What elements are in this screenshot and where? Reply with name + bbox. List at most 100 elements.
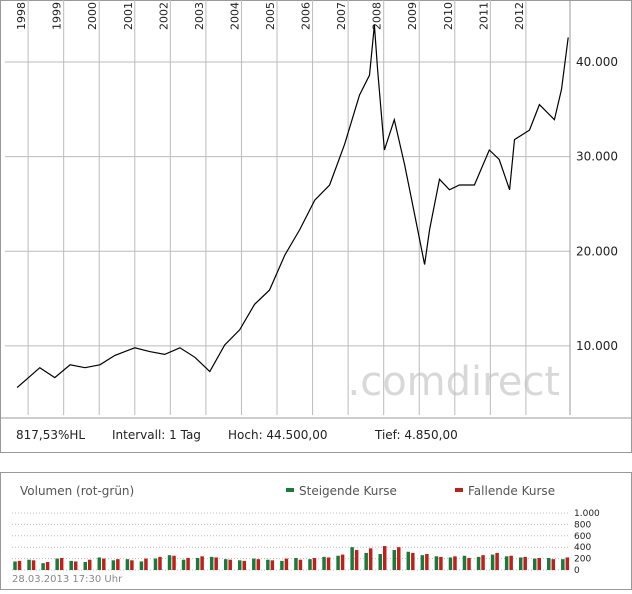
volume-bar	[336, 555, 340, 570]
price-line	[16, 25, 569, 389]
y-tick-label: 40.000	[576, 55, 618, 69]
volume-bar	[45, 562, 50, 570]
x-tick-label: 2006	[300, 2, 313, 30]
volume-bar	[354, 550, 359, 570]
x-tick-label: 2009	[406, 2, 419, 30]
volume-bar	[537, 558, 541, 570]
x-tick-label: 2001	[122, 2, 135, 30]
info-text: Hoch: 44.500,00	[228, 428, 328, 442]
volume-bar	[308, 559, 312, 570]
volume-bar	[565, 557, 570, 570]
volume-bar	[312, 558, 317, 570]
volume-bar	[17, 560, 22, 570]
volume-bar	[41, 563, 45, 570]
volume-bar	[130, 560, 134, 570]
volume-bar	[439, 556, 443, 570]
volume-bar	[462, 555, 467, 570]
x-tick-label: 2005	[264, 2, 277, 30]
legend-swatch	[286, 488, 294, 492]
volume-bar	[97, 557, 102, 570]
volume-bar	[322, 556, 326, 570]
volume-bar	[88, 559, 92, 570]
volume-bar	[340, 554, 345, 570]
volume-bar	[139, 561, 144, 570]
volume-bar	[448, 557, 453, 570]
volume-bar	[509, 555, 513, 570]
y-tick-label: 800	[574, 520, 591, 530]
x-tick-label: 2000	[86, 2, 99, 30]
volume-bar	[144, 558, 148, 570]
volume-bar	[532, 558, 537, 570]
legend-label: Fallende Kurse	[468, 484, 555, 498]
volume-bar	[102, 558, 106, 570]
volume-bar	[434, 556, 439, 570]
y-tick-label: 30.000	[576, 150, 618, 164]
volume-bar	[31, 560, 36, 570]
volume-bar	[547, 558, 551, 570]
volume-bar	[411, 552, 415, 570]
volume-bar	[186, 558, 190, 570]
volume-bar	[13, 561, 17, 570]
x-tick-label: 2004	[228, 2, 241, 30]
volume-bar	[116, 559, 120, 570]
volume-bar	[181, 559, 186, 570]
volume-bar	[59, 558, 64, 570]
info-text: 817,53%HL	[16, 428, 85, 442]
y-tick-label: 10.000	[576, 339, 618, 353]
volume-bar	[326, 557, 331, 570]
x-tick-label: 2011	[477, 2, 490, 30]
volume-bar	[518, 557, 523, 570]
volume-bar	[242, 560, 247, 570]
volume-bar	[209, 556, 214, 570]
volume-bar	[397, 547, 401, 570]
volume-bar	[425, 554, 429, 570]
x-tick-label: 2007	[335, 2, 348, 30]
volume-bar	[453, 556, 457, 570]
volume-bar	[270, 560, 275, 570]
watermark: .comdirect	[348, 359, 561, 405]
volume-bar	[476, 556, 481, 570]
x-tick-label: 1998	[15, 2, 28, 30]
volume-title: Volumen (rot-grün)	[20, 484, 134, 498]
volume-bar	[504, 556, 509, 570]
x-tick-label: 1999	[51, 2, 64, 30]
volume-bar	[350, 547, 354, 570]
volume-bar	[523, 556, 527, 570]
volume-bar	[27, 559, 31, 570]
volume-bar	[298, 559, 303, 570]
volume-bar	[252, 558, 256, 570]
x-tick-label: 2003	[193, 2, 206, 30]
y-tick-label: 200	[574, 555, 591, 565]
y-tick-label: 0	[574, 566, 580, 576]
volume-bar	[195, 558, 200, 570]
volume-bar	[551, 559, 556, 570]
y-tick-label: 1.000	[574, 509, 600, 519]
volume-bar	[83, 562, 88, 570]
x-tick-label: 2008	[371, 2, 384, 30]
x-tick-label: 2010	[442, 2, 455, 30]
timestamp: 28.03.2013 17:30 Uhr	[12, 574, 123, 585]
volume-bar	[420, 555, 425, 570]
volume-bar	[382, 546, 387, 570]
x-tick-label: 2012	[513, 2, 526, 30]
volume-bar	[223, 559, 228, 570]
volume-bar	[490, 554, 495, 570]
volume-bar	[200, 556, 204, 570]
volume-bar	[495, 552, 499, 570]
volume-bar	[280, 560, 284, 570]
volume-bar	[214, 557, 218, 570]
volume-bar	[167, 555, 172, 570]
volume-bar	[392, 550, 397, 570]
volume-bar	[172, 555, 176, 570]
volume-bar	[406, 551, 411, 570]
volume-bar	[228, 559, 232, 570]
volume-bar	[158, 556, 162, 570]
volume-bar	[467, 558, 471, 570]
legend-swatch	[455, 488, 463, 492]
volume-bar	[378, 554, 382, 570]
y-tick-label: 20.000	[576, 244, 618, 258]
volume-bar	[266, 559, 270, 570]
volume-bar	[256, 559, 261, 570]
volume-bar	[69, 560, 73, 570]
